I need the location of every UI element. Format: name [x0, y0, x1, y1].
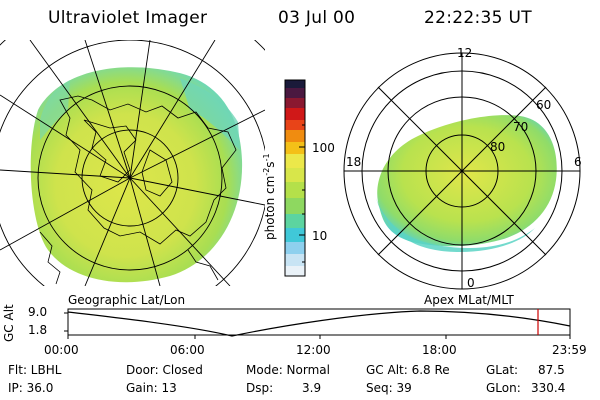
mlt-label-0: 0: [467, 276, 475, 290]
mlt-label-18: 18: [346, 155, 362, 169]
status-seq: Seq: 39: [366, 381, 412, 395]
status-dsp-label: Dsp:: [246, 381, 274, 395]
timeline-ytick-high: 9.0: [28, 305, 48, 319]
timeline-xtick-0000: 00:00: [44, 343, 79, 357]
status-ip: IP: 36.0: [8, 381, 54, 395]
status-gc-alt: GC Alt: 6.8 Re: [366, 363, 450, 377]
mlat-label-60: 60: [536, 98, 552, 112]
timeline-axis-label: GC Alt: [2, 304, 16, 342]
colorbar-tick-10: 10: [312, 229, 328, 243]
geographic-image: [0, 40, 265, 286]
status-door: Door: Closed: [126, 363, 203, 377]
status-glon-label: GLon:: [486, 381, 521, 395]
colorbar-unit-label: photon cm-2s-1: [262, 153, 277, 240]
status-mode: Mode: Normal: [246, 363, 330, 377]
image-date: 03 Jul 00: [278, 8, 356, 28]
app-title: Ultraviolet Imager: [48, 8, 208, 28]
status-dsp-value: 3.9: [302, 381, 322, 395]
polar-panel-label: Apex MLat/MLT: [424, 293, 514, 307]
timeline-xtick-1800: 18:00: [422, 343, 457, 357]
mlt-label-12: 12: [457, 46, 473, 60]
mlat-label-80: 80: [490, 140, 506, 154]
status-gain: Gain: 13: [126, 381, 177, 395]
status-glat-value: 87.5: [538, 363, 565, 377]
status-filter: Flt: LBHL: [8, 363, 62, 377]
timeline-xtick-2359: 23:59: [552, 343, 587, 357]
status-glat-label: GLat:: [486, 363, 519, 377]
mlt-label-6: 6: [574, 155, 582, 169]
colorbar-tick-100: 100: [312, 141, 335, 155]
timeline-ytick-low: 1.8: [28, 323, 48, 337]
altitude-timeline: [64, 308, 571, 339]
colorbar: [284, 79, 306, 277]
status-glon-value: 330.4: [531, 381, 566, 395]
timeline-xtick-1200: 12:00: [296, 343, 331, 357]
mlat-label-70: 70: [513, 120, 529, 134]
timeline-xtick-0600: 06:00: [170, 343, 205, 357]
polar-image: [343, 52, 581, 290]
image-time: 22:22:35 UT: [424, 8, 532, 28]
geo-panel-label: Geographic Lat/Lon: [68, 293, 186, 307]
